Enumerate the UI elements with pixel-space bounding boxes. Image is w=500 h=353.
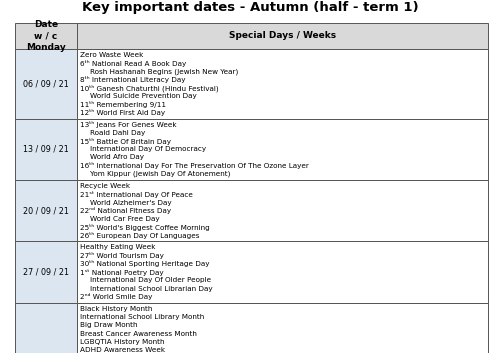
Text: 20 / 09 / 21: 20 / 09 / 21 [23,206,69,215]
Text: LGBQTIA History Month: LGBQTIA History Month [80,339,164,345]
Bar [77,180,488,241]
Text: Recycle Week: Recycle Week [80,183,130,189]
Text: 10ᵗʰ Ganesh Chaturthi (Hindu Festival): 10ᵗʰ Ganesh Chaturthi (Hindu Festival) [80,84,218,92]
Text: World Car Free Day: World Car Free Day [90,216,160,222]
Text: Rosh Hashanah Begins (Jewish New Year): Rosh Hashanah Begins (Jewish New Year) [90,68,238,75]
Text: World Alzheimer's Day: World Alzheimer's Day [90,199,172,205]
Text: International School Library Month: International School Library Month [80,314,204,320]
Text: ADHD Awareness Week: ADHD Awareness Week [80,347,165,353]
Text: Key important dates - Autumn (half - term 1): Key important dates - Autumn (half - ter… [82,1,418,14]
Text: Date
w / c
Monday: Date w / c Monday [26,20,66,52]
Text: Black History Month: Black History Month [80,306,152,312]
Bar [15,49,77,119]
Bar [77,303,488,353]
Text: 22ⁿᵈ National Fitness Day: 22ⁿᵈ National Fitness Day [80,207,171,214]
Text: 13ᵗʰ Jeans For Genes Week: 13ᵗʰ Jeans For Genes Week [80,121,176,128]
Bar [15,303,77,353]
Bar [15,23,77,49]
Text: International Day Of Democracy: International Day Of Democracy [90,146,206,152]
Text: 26ᵗʰ European Day Of Languages: 26ᵗʰ European Day Of Languages [80,232,200,239]
Bar [77,23,488,49]
Text: 16ᵗʰ International Day For The Preservation Of The Ozone Layer: 16ᵗʰ International Day For The Preservat… [80,162,309,169]
Text: International School Librarian Day: International School Librarian Day [90,286,212,292]
Text: Breast Cancer Awareness Month: Breast Cancer Awareness Month [80,330,197,336]
Bar [77,241,488,303]
Text: 6ᵗʰ National Read A Book Day: 6ᵗʰ National Read A Book Day [80,60,186,67]
Text: Big Draw Month: Big Draw Month [80,322,138,328]
Bar [15,119,77,180]
Text: 25ᵗʰ World's Biggest Coffee Morning: 25ᵗʰ World's Biggest Coffee Morning [80,223,210,231]
Text: Healthy Eating Week: Healthy Eating Week [80,245,156,251]
Text: 8ᵗʰ International Literacy Day: 8ᵗʰ International Literacy Day [80,76,186,83]
Text: 06 / 09 / 21: 06 / 09 / 21 [23,79,69,88]
Text: 13 / 09 / 21: 13 / 09 / 21 [23,145,69,154]
Text: Zero Waste Week: Zero Waste Week [80,52,144,58]
Text: 30ᵗʰ National Sporting Heritage Day: 30ᵗʰ National Sporting Heritage Day [80,261,210,268]
Bar [15,241,77,303]
Text: Roald Dahl Day: Roald Dahl Day [90,130,145,136]
Text: 2ⁿᵈ World Smile Day: 2ⁿᵈ World Smile Day [80,293,152,300]
Text: World Afro Day: World Afro Day [90,155,144,161]
Text: 27ᵗʰ World Tourism Day: 27ᵗʰ World Tourism Day [80,252,164,259]
Text: 12ᵗʰ World First Aid Day: 12ᵗʰ World First Aid Day [80,109,165,116]
Text: International Day Of Older People: International Day Of Older People [90,277,211,283]
Text: 1ˢᵗ National Poetry Day: 1ˢᵗ National Poetry Day [80,269,164,276]
Bar [77,49,488,119]
Bar [77,119,488,180]
Text: 15ᵗʰ Battle Of Britain Day: 15ᵗʰ Battle Of Britain Day [80,138,171,145]
Bar [15,180,77,241]
Text: World Suicide Prevention Day: World Suicide Prevention Day [90,93,197,99]
Text: Yom Kippur (Jewish Day Of Atonement): Yom Kippur (Jewish Day Of Atonement) [90,170,230,177]
Text: Special Days / Weeks: Special Days / Weeks [229,31,336,41]
Text: 27 / 09 / 21: 27 / 09 / 21 [23,268,69,277]
Text: 21ˢᵗ International Day Of Peace: 21ˢᵗ International Day Of Peace [80,191,193,198]
Text: 11ᵗʰ Remembering 9/11: 11ᵗʰ Remembering 9/11 [80,101,166,108]
